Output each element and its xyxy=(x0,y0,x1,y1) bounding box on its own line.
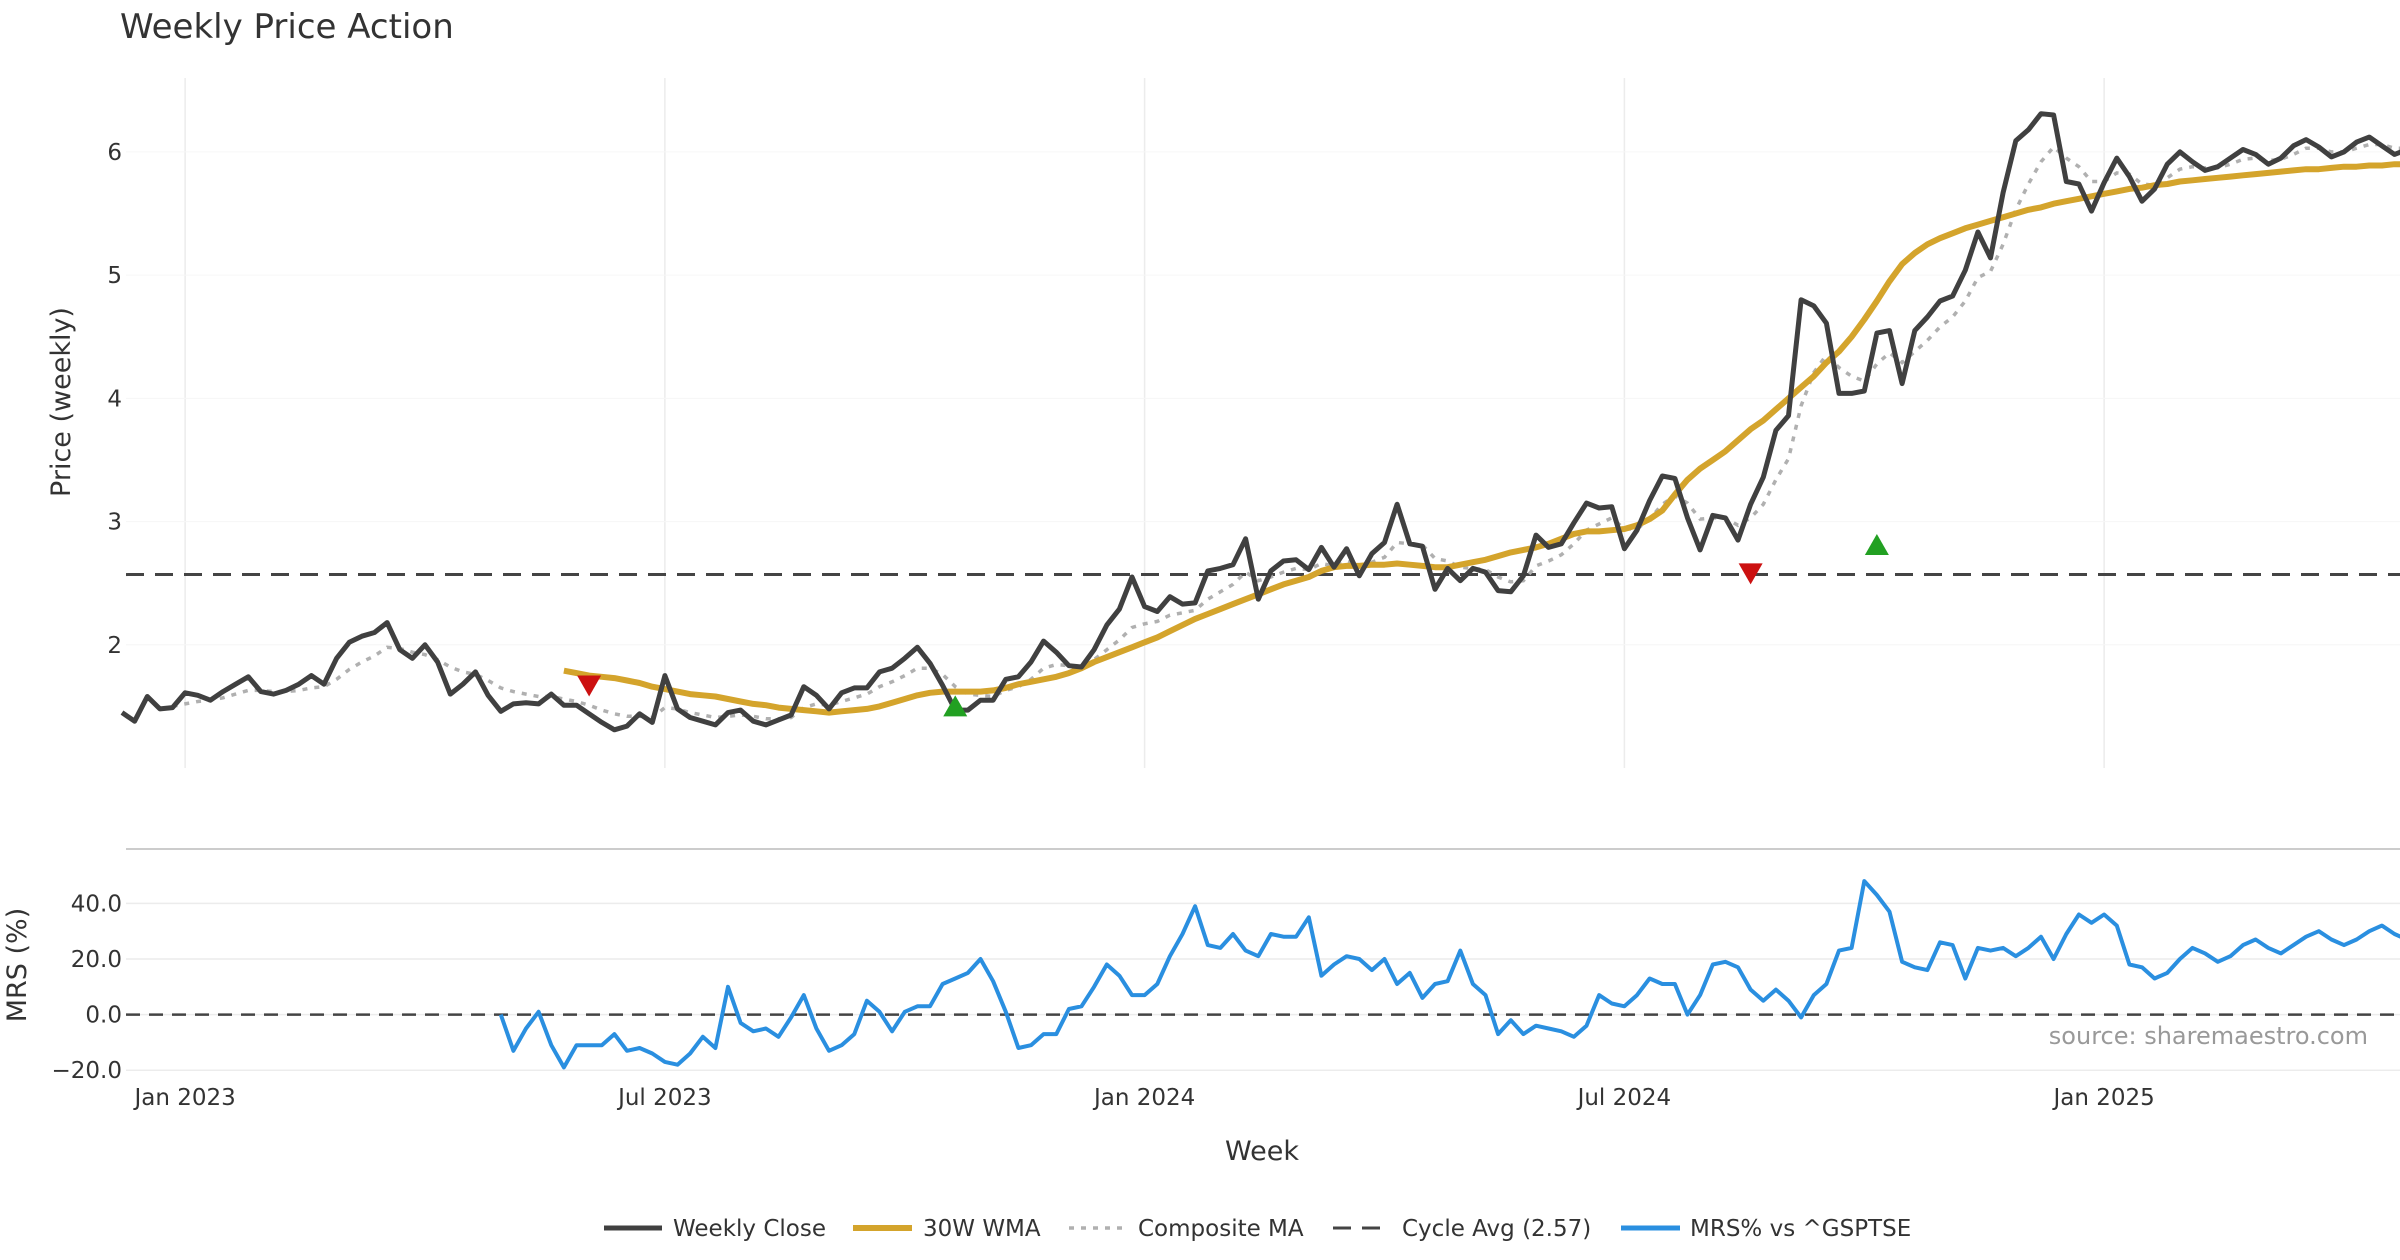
legend-30w-wma: 30W WMA xyxy=(853,1216,1041,1242)
x-tick-label: Jan 2025 xyxy=(2051,1085,2154,1111)
x-tick-label: Jan 2023 xyxy=(132,1085,235,1111)
price-y-tick-label: 2 xyxy=(107,633,122,659)
x-tick-label: Jul 2023 xyxy=(616,1085,712,1111)
price-y-tick-label: 3 xyxy=(107,510,122,536)
legend-weekly-close: Weekly Close xyxy=(604,1216,826,1242)
mrs-y-ticks: −20.0 0.0 20.0 40.0 xyxy=(52,891,122,1084)
price-ylabel: Price (weekly) xyxy=(46,307,77,497)
mrs-y-tick-label: 0.0 xyxy=(85,1003,122,1029)
wma-line xyxy=(563,161,2400,716)
legend: Weekly Close 30W WMA Composite MA Cycle … xyxy=(604,1216,1911,1242)
x-tick-label: Jan 2024 xyxy=(1092,1085,1195,1111)
x-tick-label: Jul 2024 xyxy=(1576,1085,1672,1111)
mrs-ylabel: MRS (%) xyxy=(2,908,33,1023)
x-axis-label: Week xyxy=(1225,1136,1299,1167)
legend-label-close: Weekly Close xyxy=(673,1216,826,1242)
legend-label-cycle: Cycle Avg (2.57) xyxy=(1402,1216,1591,1242)
buy-signal-marker xyxy=(943,695,968,717)
mrs-line xyxy=(498,879,2400,1070)
price-y-ticks: 2 3 4 5 6 xyxy=(107,140,122,659)
legend-composite-ma: Composite MA xyxy=(1069,1216,1304,1242)
price-y-tick-label: 4 xyxy=(107,386,122,412)
price-y-tick-label: 5 xyxy=(107,263,122,289)
source-note: source: sharemaestro.com xyxy=(2049,1022,2368,1050)
legend-cycle-avg: Cycle Avg (2.57) xyxy=(1333,1216,1591,1242)
price-grid xyxy=(126,78,2400,768)
buy-signal-marker xyxy=(1864,533,1889,555)
price-y-tick-label: 6 xyxy=(107,140,122,166)
sell-signal-marker xyxy=(1738,563,1763,585)
mrs-y-tick-label: 40.0 xyxy=(71,891,122,917)
legend-mrs: MRS% vs ^GSPTSE xyxy=(1621,1216,1911,1242)
signal-markers xyxy=(577,533,1889,717)
chart-title: Weekly Price Action xyxy=(120,7,454,47)
legend-label-composite: Composite MA xyxy=(1138,1216,1304,1242)
x-ticks: Jan 2023 Jul 2023 Jan 2024 Jul 2024 Jan 2025… xyxy=(132,1085,2154,1111)
legend-label-mrs: MRS% vs ^GSPTSE xyxy=(1690,1216,1911,1242)
legend-label-wma: 30W WMA xyxy=(923,1216,1041,1242)
mrs-y-tick-label: 20.0 xyxy=(71,947,122,973)
weekly-close-line xyxy=(120,111,2400,733)
mrs-y-tick-label: −20.0 xyxy=(52,1058,122,1084)
sell-signal-marker xyxy=(577,675,602,697)
composite-ma-line xyxy=(172,142,2400,721)
